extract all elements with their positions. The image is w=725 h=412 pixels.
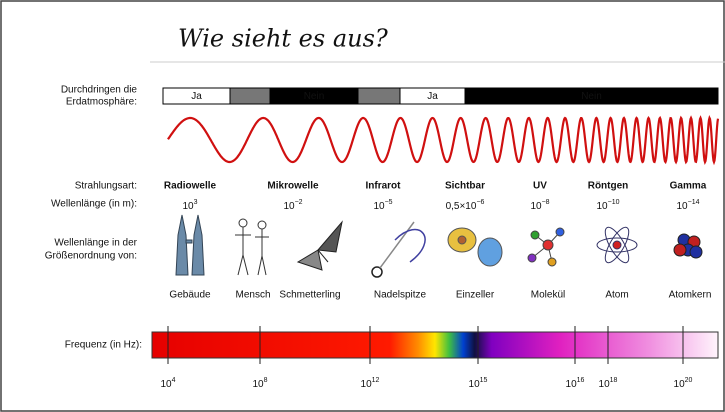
frequency-label-base: 10 bbox=[566, 379, 578, 390]
wavelength: 10−14 bbox=[677, 199, 700, 212]
wavelength-base: 10 bbox=[182, 201, 194, 212]
frequency-label-exp: 20 bbox=[685, 377, 693, 384]
atmosphere-segment bbox=[357, 87, 401, 105]
icon-molecule bbox=[527, 227, 565, 267]
wavelength-exp: −14 bbox=[688, 199, 700, 206]
atmosphere-segment bbox=[229, 87, 271, 105]
wavelength-base: 10 bbox=[597, 201, 609, 212]
frequency-label: 108 bbox=[252, 377, 267, 390]
icon-needle bbox=[371, 221, 426, 278]
frequency-label-exp: 18 bbox=[610, 377, 618, 384]
row-label: Größenordnung von: bbox=[45, 251, 137, 262]
frequency-label: 1020 bbox=[674, 377, 693, 390]
row-label: Erdatmosphäre: bbox=[66, 97, 137, 108]
object-label: Molekül bbox=[531, 290, 565, 301]
radiation-name: Röntgen bbox=[588, 181, 629, 192]
frequency-label-exp: 16 bbox=[577, 377, 585, 384]
icon-humans bbox=[235, 218, 269, 276]
wavelength-base: 0,5×10 bbox=[446, 201, 477, 212]
frequency-label-base: 10 bbox=[599, 379, 611, 390]
wavelength-exp: −5 bbox=[385, 199, 393, 206]
radiation-name: Mikrowelle bbox=[267, 181, 319, 192]
wavelength: 0,5×10−6 bbox=[446, 199, 485, 212]
wavelength-base: 10 bbox=[677, 201, 689, 212]
icon-buildings bbox=[175, 214, 205, 276]
frequency-bar bbox=[151, 331, 719, 359]
frequency-label-exp: 15 bbox=[480, 377, 488, 384]
wavelength: 10−8 bbox=[530, 199, 549, 212]
frequency-label-exp: 4 bbox=[172, 377, 176, 384]
object-label: Nadelspitze bbox=[374, 290, 427, 301]
frequency-label-base: 10 bbox=[674, 379, 686, 390]
wavelength-exp: −10 bbox=[608, 199, 620, 206]
radiation-name: Sichtbar bbox=[445, 181, 485, 192]
wavelength-base: 10 bbox=[530, 201, 542, 212]
frequency-label-base: 10 bbox=[361, 379, 373, 390]
frequency-label: 1016 bbox=[566, 377, 585, 390]
wavelength: 103 bbox=[182, 199, 197, 212]
icon-atom bbox=[596, 226, 638, 264]
wave bbox=[167, 114, 720, 166]
atmosphere-segment bbox=[464, 87, 719, 105]
atmosphere-label: Ja bbox=[191, 91, 202, 102]
wavelength-exp: −8 bbox=[542, 199, 550, 206]
icon-nucleus bbox=[673, 233, 703, 259]
frequency-label-exp: 12 bbox=[372, 377, 380, 384]
radiation-name: Radiowelle bbox=[164, 181, 217, 192]
object-label: Gebäude bbox=[169, 290, 211, 301]
frequency-label-base: 10 bbox=[252, 379, 264, 390]
frequency-label-base: 10 bbox=[160, 379, 172, 390]
frequency-label: 1012 bbox=[361, 377, 380, 390]
row-label: Wellenlänge (in m): bbox=[51, 199, 137, 210]
wavelength: 10−2 bbox=[283, 199, 302, 212]
frequency-label-exp: 8 bbox=[264, 377, 268, 384]
icon-butterfly bbox=[296, 220, 343, 271]
object-label: Schmetterling bbox=[279, 290, 340, 301]
atmosphere-label: Nein bbox=[304, 91, 325, 102]
radiation-name: Infrarot bbox=[366, 181, 402, 192]
wavelength-base: 10 bbox=[373, 201, 385, 212]
row-label: Wellenlänge in der bbox=[54, 238, 137, 249]
object-label: Atomkern bbox=[669, 290, 712, 301]
atmosphere-label: Ja bbox=[427, 91, 438, 102]
row-label: Frequenz (in Hz): bbox=[65, 340, 142, 351]
radiation-name: Gamma bbox=[670, 181, 707, 192]
object-label: Mensch bbox=[235, 290, 270, 301]
wavelength: 10−5 bbox=[373, 199, 392, 212]
wavelength-exp: −6 bbox=[476, 199, 484, 206]
title: Wie sieht es aus? bbox=[178, 25, 388, 53]
wavelength-base: 10 bbox=[283, 201, 295, 212]
object-label: Einzeller bbox=[456, 290, 495, 301]
row-label: Strahlungsart: bbox=[75, 181, 137, 192]
wavelength-exp: 3 bbox=[194, 199, 198, 206]
wavelength-exp: −2 bbox=[295, 199, 303, 206]
frequency-label: 104 bbox=[160, 377, 175, 390]
wavelength: 10−10 bbox=[597, 199, 620, 212]
frequency-label: 1015 bbox=[469, 377, 488, 390]
object-label: Atom bbox=[605, 290, 628, 301]
frequency-label: 1018 bbox=[599, 377, 618, 390]
icon-cells bbox=[447, 227, 503, 267]
frequency-label-base: 10 bbox=[469, 379, 481, 390]
row-label: Durchdringen die bbox=[61, 85, 138, 96]
radiation-name: UV bbox=[533, 181, 547, 192]
atmosphere-label: Nein bbox=[581, 91, 602, 102]
